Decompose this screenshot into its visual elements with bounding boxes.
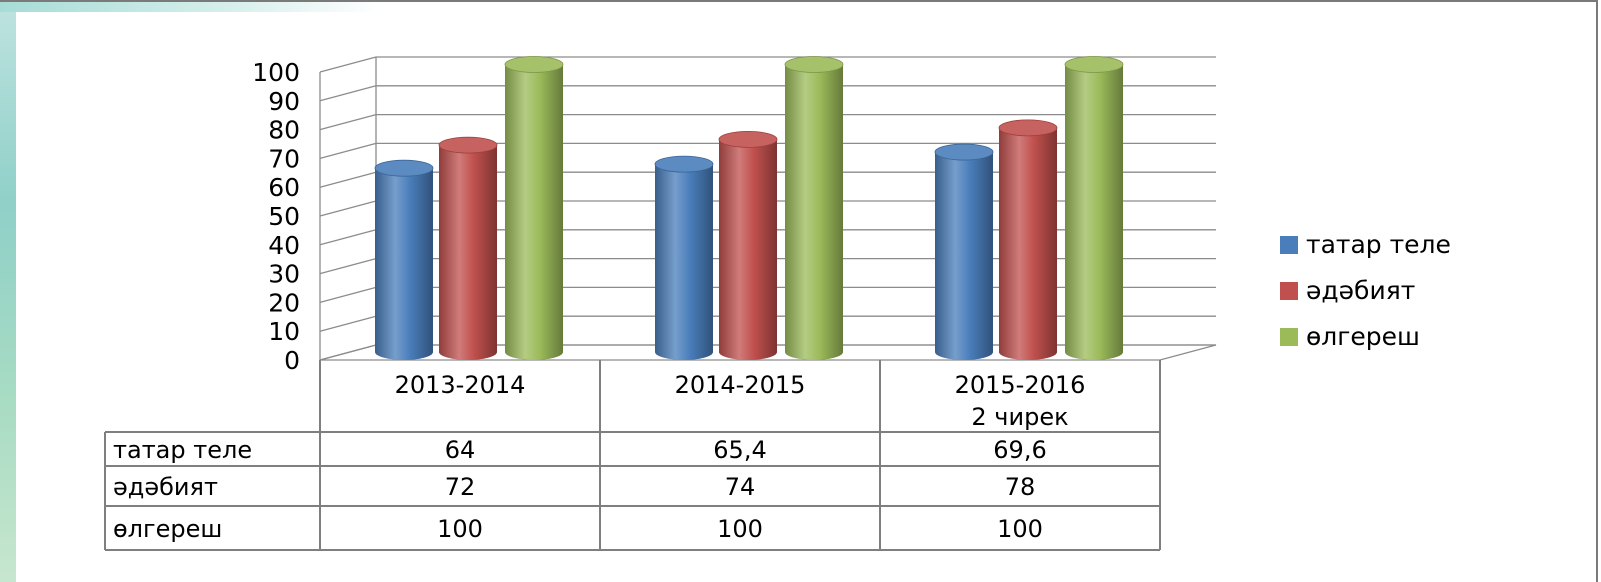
table-cell-value: 74 (725, 473, 756, 501)
y-tick-label: 20 (268, 288, 300, 317)
y-tick-label: 40 (268, 231, 300, 260)
x-category-label: 2014-2015 (675, 371, 806, 399)
bar-өлгереш-2014-2015 (784, 56, 844, 360)
table-cell-value: 100 (717, 515, 763, 543)
table-cell-value: 69,6 (993, 436, 1046, 464)
table-cell-value: 72 (445, 473, 476, 501)
y-tick-label: 60 (268, 173, 300, 202)
decorative-left-border (0, 0, 16, 582)
y-tick-label: 90 (268, 87, 300, 116)
legend-swatch (1280, 236, 1298, 254)
table-cell-value: 64 (445, 436, 476, 464)
y-tick-label: 30 (268, 260, 300, 289)
legend-swatch (1280, 328, 1298, 346)
y-tick-label: 70 (268, 144, 300, 173)
table-cell-value: 100 (997, 515, 1043, 543)
decorative-top-border (0, 0, 380, 12)
table-row-label: татар теле (113, 436, 252, 464)
table-cell-value: 65,4 (713, 436, 766, 464)
x-category-label: 2015-2016 (955, 371, 1086, 399)
bar-әдәбият-2013-2014 (438, 136, 498, 360)
legend-entry: өлгереш (1306, 322, 1420, 351)
bar-өлгереш-2013-2014 (504, 56, 564, 360)
y-tick-label: 50 (268, 202, 300, 231)
table-row-label: өлгереш (113, 515, 222, 543)
legend-swatch (1280, 282, 1298, 300)
x-category-label: 2013-2014 (395, 371, 526, 399)
bar-өлгереш-2015-2016-2-чирек (1064, 56, 1124, 360)
bar-татар теле-2015-2016-2-чирек (934, 143, 994, 360)
y-tick-label: 0 (284, 346, 300, 375)
bar-татар теле-2014-2015 (654, 155, 714, 360)
y-tick-label: 10 (268, 317, 300, 346)
bar-татар теле-2013-2014 (374, 159, 434, 360)
bar-әдәбият-2015-2016-2-чирек (998, 119, 1058, 360)
x-category-label: 2 чирек (971, 403, 1068, 431)
bar-әдәбият-2014-2015 (718, 130, 778, 360)
legend-entry: татар теле (1306, 230, 1451, 259)
y-tick-label: 100 (252, 58, 300, 87)
table-cell-value: 100 (437, 515, 483, 543)
y-tick-label: 80 (268, 116, 300, 145)
table-cell-value: 78 (1005, 473, 1036, 501)
table-row-label: әдәбият (113, 473, 218, 501)
legend-entry: әдәбият (1306, 276, 1415, 305)
